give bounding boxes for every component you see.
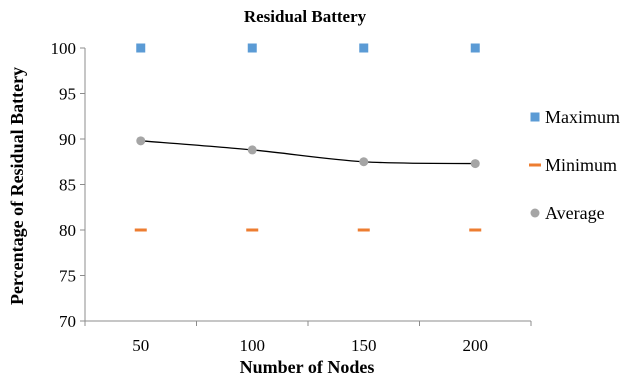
y-tick-label: 80	[59, 221, 76, 240]
maximum-point	[359, 43, 369, 53]
legend-marker-average	[530, 208, 540, 218]
y-tick-label: 90	[59, 130, 76, 149]
x-axis-ticks: 50 100 150 200	[84, 321, 532, 355]
chart-title: Residual Battery	[244, 7, 367, 26]
data-marks	[134, 43, 482, 232]
average-point	[470, 159, 480, 169]
legend-label-minimum: Minimum	[545, 155, 617, 175]
average-trendline	[140, 140, 476, 165]
maximum-point	[247, 43, 257, 53]
legend-label-average: Average	[545, 203, 605, 223]
legend-marker-maximum	[530, 112, 540, 122]
x-tick-label: 50	[132, 336, 149, 355]
y-tick-label: 85	[59, 176, 76, 195]
y-tick-label: 70	[59, 312, 76, 331]
maximum-point	[470, 43, 480, 53]
legend: Maximum Minimum Average	[529, 107, 620, 223]
average-point	[136, 136, 146, 146]
y-tick-label: 100	[51, 39, 77, 58]
minimum-point	[357, 228, 370, 232]
x-tick-label: 200	[463, 336, 489, 355]
legend-marker-minimum	[529, 163, 541, 167]
y-axis-title: Percentage of Residual Battery	[7, 67, 27, 305]
minimum-point	[469, 228, 482, 232]
x-axis-title: Number of Nodes	[240, 357, 375, 377]
y-tick-label: 75	[59, 267, 76, 286]
y-axis-ticks: 70 75 80 85 90 95 100	[51, 39, 85, 331]
average-point	[359, 157, 369, 167]
minimum-point	[134, 228, 147, 232]
x-tick-label: 100	[240, 336, 266, 355]
maximum-point	[136, 43, 146, 53]
x-tick-label: 150	[351, 336, 377, 355]
average-point	[247, 145, 257, 155]
legend-label-maximum: Maximum	[545, 107, 620, 127]
minimum-point	[246, 228, 259, 232]
y-tick-label: 95	[59, 85, 76, 104]
